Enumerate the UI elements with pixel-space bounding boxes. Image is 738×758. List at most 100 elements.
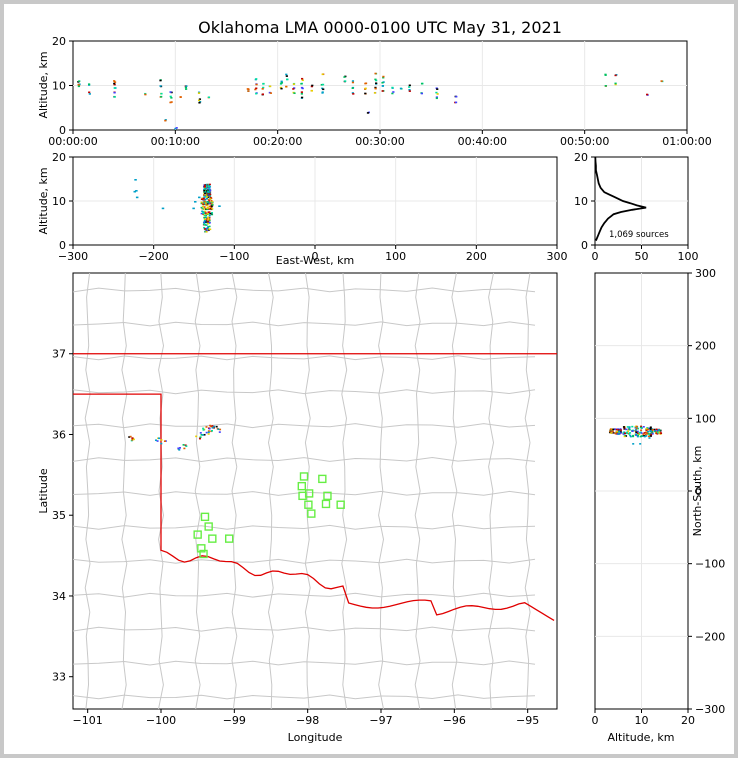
time-height-source-point xyxy=(293,92,296,95)
altitude-ns-source-point xyxy=(629,434,632,437)
ew-height-source-point xyxy=(205,196,208,198)
lma-station-marker xyxy=(321,499,331,509)
altitude-ns-source-point xyxy=(642,426,645,428)
lma-station-marker xyxy=(298,491,307,501)
ew-height-source-point xyxy=(203,219,206,222)
ew-height-source-point xyxy=(200,202,203,205)
altitude-ns-source-point xyxy=(617,430,620,433)
altitude-ns-source-point xyxy=(610,429,613,432)
time-height-source-point xyxy=(408,90,411,92)
altitude-ns-source-point xyxy=(611,430,614,433)
ew-height-source-point xyxy=(206,227,209,229)
county-line xyxy=(72,592,536,598)
lma-station-marker xyxy=(336,500,345,509)
altitude-ns-x-tick-label: 20 xyxy=(681,714,695,727)
ew-height-source-point xyxy=(202,211,205,214)
altitude-ns-source-point xyxy=(609,430,612,432)
altitude-ns-panel: 0 10 20−300 −200 −100 0 100 200 300 North-South,… xyxy=(592,267,726,744)
ew-height-source-point xyxy=(205,228,208,231)
county-line xyxy=(72,456,536,463)
time-height-source-point xyxy=(164,119,167,121)
time-height-source-point xyxy=(113,96,116,98)
ew-height-source-point xyxy=(211,213,214,216)
oklahoma-border xyxy=(73,353,557,621)
plan-view-source-point xyxy=(177,447,180,450)
altitude-ns-source-point xyxy=(649,430,652,433)
altitude-ns-source-point xyxy=(649,429,652,432)
ew-height-source-point xyxy=(207,190,210,192)
ew-height-source-point xyxy=(206,208,209,211)
time-height-source-point xyxy=(113,87,116,89)
ew-height-source-point xyxy=(205,184,208,186)
altitude-ns-source-point xyxy=(626,432,629,435)
time-height-source-point xyxy=(435,87,438,90)
altitude-ns-source-point xyxy=(642,433,645,435)
ew-height-source-point xyxy=(203,195,206,197)
time-height-source-point xyxy=(300,86,304,89)
plan-view-source-point xyxy=(205,431,208,434)
time-height-source-point xyxy=(255,92,258,95)
ew-height-source-point xyxy=(203,207,206,209)
ew-height-xlabel: East-West, km xyxy=(276,254,354,267)
ew-height-source-point xyxy=(209,193,212,196)
ew-height-source-point xyxy=(203,194,206,196)
histogram-y-tick-label: 10 xyxy=(574,195,588,208)
time-height-source-point xyxy=(321,91,324,93)
ew-height-source-point xyxy=(206,212,209,215)
altitude-ns-source-point xyxy=(644,433,647,436)
time-height-source-point xyxy=(321,83,325,86)
ew-height-source-point xyxy=(204,230,207,233)
altitude-ns-source-point xyxy=(612,431,615,434)
histogram-x-tick-label: 50 xyxy=(635,250,649,263)
ew-height-y-tick-label: 10 xyxy=(52,195,66,208)
time-height-source-point xyxy=(374,86,377,89)
ew-height-source-point xyxy=(208,221,211,224)
altitude-ns-source-point xyxy=(623,434,626,437)
time-height-source-point xyxy=(351,92,354,94)
county-line xyxy=(378,272,385,710)
ew-height-source-point xyxy=(203,216,206,219)
ew-height-source-point xyxy=(207,201,210,203)
altitude-ns-source-point xyxy=(657,429,660,431)
time-height-source-point xyxy=(375,82,378,85)
plan-view-source-point xyxy=(131,437,134,439)
altitude-ns-source-point xyxy=(640,435,643,437)
time-height-x-tick-label: 00:30:00 xyxy=(355,135,404,148)
plan-view-source-point xyxy=(200,434,203,436)
time-height-source-point xyxy=(374,72,377,75)
time-height-source-point xyxy=(255,78,258,80)
ew-height-source-point xyxy=(161,207,165,210)
ew-height-source-point xyxy=(200,201,203,204)
altitude-ns-source-point xyxy=(635,425,638,428)
ew-height-source-point xyxy=(204,196,207,198)
time-height-y-tick-label: 10 xyxy=(52,80,66,93)
altitude-ns-source-point xyxy=(619,428,622,430)
altitude-ns-source-point xyxy=(639,443,642,445)
time-height-source-point xyxy=(435,91,438,94)
altitude-ns-source-point xyxy=(617,433,620,435)
ew-height-source-point xyxy=(205,208,208,210)
altitude-ns-source-point xyxy=(613,428,616,430)
ew-height-source-point xyxy=(206,190,209,192)
ew-height-source-point xyxy=(202,197,205,200)
ew-height-source-point xyxy=(205,224,208,226)
ew-height-x-tick-label: −300 xyxy=(58,250,88,263)
plan-view-source-point xyxy=(207,431,210,434)
county-line xyxy=(72,355,536,361)
ew-height-source-point xyxy=(208,219,211,222)
altitude-ns-source-point xyxy=(623,435,626,438)
altitude-ns-source-point xyxy=(645,429,648,431)
altitude-ns-source-point xyxy=(655,432,658,435)
time-height-source-point xyxy=(279,86,282,89)
altitude-ns-source-point xyxy=(632,434,635,437)
altitude-ns-source-point xyxy=(654,430,657,433)
time-height-source-point xyxy=(614,74,617,77)
plan-view-source-point xyxy=(208,427,211,430)
time-height-source-point xyxy=(197,91,201,94)
latitude-label: Latitude xyxy=(37,468,50,514)
latitude-tick-label: 35 xyxy=(52,509,66,522)
altitude-ns-source-point xyxy=(656,432,659,435)
altitude-ns-source-point xyxy=(610,432,613,434)
ew-height-source-point xyxy=(209,228,212,231)
ew-height-source-point xyxy=(206,185,209,188)
